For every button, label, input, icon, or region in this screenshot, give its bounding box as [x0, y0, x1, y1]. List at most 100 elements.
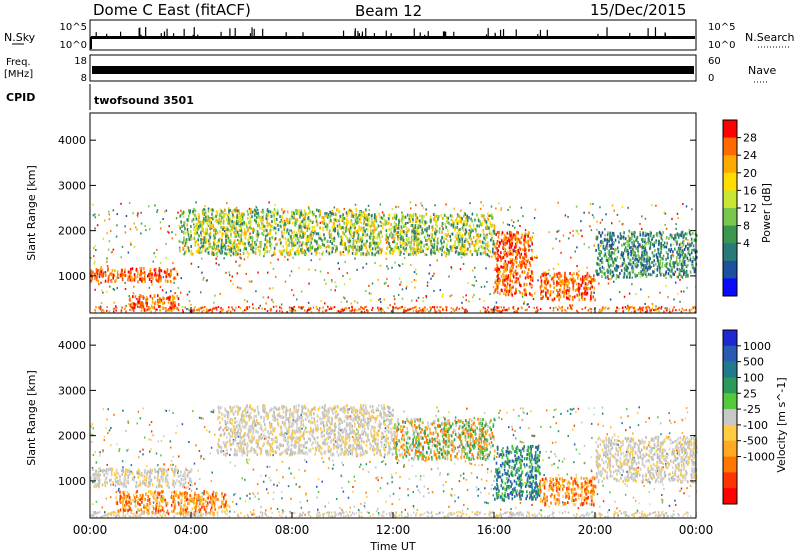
- echo-cell: [372, 228, 375, 232]
- echo-cell: [215, 257, 217, 260]
- echo-cell: [282, 221, 285, 225]
- echo-cell: [243, 309, 246, 312]
- echo-cell: [507, 236, 510, 240]
- echo-cell: [572, 280, 575, 284]
- echo-cell: [531, 242, 534, 246]
- echo-cell: [609, 232, 611, 236]
- echo-cell: [164, 306, 166, 309]
- echo-cell: [664, 223, 666, 226]
- echo-cell: [463, 220, 465, 224]
- echo-cell: [525, 263, 528, 266]
- echo-cell: [425, 296, 428, 299]
- echo-cell: [348, 230, 351, 234]
- echo-cell: [593, 291, 595, 294]
- echo-cell: [373, 224, 376, 228]
- echo-cell: [479, 233, 482, 237]
- echo-cell: [420, 245, 422, 249]
- echo-cell: [235, 250, 238, 253]
- echo-cell: [338, 210, 341, 214]
- echo-cell: [607, 277, 610, 280]
- echo-cell: [116, 224, 118, 227]
- echo-cell: [414, 231, 416, 235]
- echo-cell: [175, 217, 178, 220]
- echo-cell: [174, 233, 177, 236]
- echo-cell: [412, 252, 415, 256]
- echo-cell: [368, 247, 371, 251]
- echo-cell: [324, 225, 327, 229]
- echo-cell: [379, 307, 382, 310]
- echo-cell: [454, 243, 456, 247]
- echo-cell: [359, 245, 362, 249]
- echo-cell: [581, 235, 583, 238]
- echo-cell: [637, 249, 639, 253]
- echo-cell: [450, 294, 453, 297]
- echo-cell: [414, 220, 417, 224]
- echo-cell: [521, 233, 524, 237]
- echo-cell: [495, 285, 498, 289]
- echo-cell: [521, 264, 523, 268]
- echo-cell: [371, 214, 373, 218]
- echo-cell: [205, 231, 207, 235]
- echo-cell: [358, 239, 361, 243]
- echo-cell: [372, 239, 374, 243]
- echo-cell: [616, 306, 618, 309]
- echo-cell: [298, 267, 300, 270]
- echo-cell: [480, 201, 482, 204]
- echo-cell: [385, 221, 388, 225]
- echo-cell: [229, 229, 231, 233]
- echo-cell: [429, 219, 431, 223]
- echo-cell: [339, 311, 341, 314]
- echo-cell: [633, 307, 635, 310]
- echo-cell: [487, 244, 490, 248]
- echo-cell: [527, 241, 529, 245]
- echo-cell: [609, 298, 612, 301]
- echo-cell: [143, 277, 146, 281]
- echo-cell: [415, 279, 417, 282]
- echo-cell: [290, 235, 292, 239]
- echo-cell: [415, 308, 418, 311]
- echo-cell: [301, 241, 304, 245]
- echo-cell: [689, 253, 691, 257]
- echo-cell: [151, 273, 153, 277]
- echo-cell: [589, 287, 591, 291]
- echo-cell: [520, 252, 523, 256]
- echo-cell: [655, 253, 658, 257]
- echo-cell: [184, 227, 186, 231]
- echo-cell: [156, 273, 158, 277]
- echo-cell: [335, 213, 338, 217]
- echo-cell: [686, 286, 688, 289]
- echo-cell: [189, 309, 191, 312]
- echo-cell: [607, 282, 610, 285]
- echo-cell: [393, 249, 395, 253]
- echo-cell: [673, 273, 676, 277]
- echo-cell: [112, 307, 115, 310]
- echo-cell: [180, 209, 182, 212]
- echo-cell: [460, 209, 462, 212]
- echo-cell: [608, 265, 611, 269]
- echo-cell: [649, 247, 651, 251]
- echo-cell: [224, 208, 226, 212]
- echo-cell: [344, 260, 346, 263]
- echo-cell: [221, 249, 224, 253]
- echo-cell: [252, 230, 254, 234]
- echo-cell: [203, 218, 205, 222]
- echo-cell: [683, 270, 685, 274]
- echo-cell: [106, 306, 108, 309]
- echo-cell: [476, 224, 478, 228]
- echo-cell: [404, 245, 407, 249]
- echo-cell: [248, 207, 251, 210]
- echo-cell: [662, 244, 664, 247]
- echo-cell: [624, 268, 626, 272]
- echo-cell: [93, 260, 96, 263]
- echo-cell: [448, 275, 450, 278]
- echo-cell: [496, 248, 499, 252]
- echo-cell: [627, 240, 630, 244]
- echo-cell: [414, 225, 417, 229]
- echo-cell: [206, 247, 208, 250]
- echo-cell: [371, 247, 374, 251]
- echo-cell: [495, 301, 498, 304]
- echo-cell: [406, 229, 409, 233]
- echo-cell: [372, 223, 374, 227]
- echo-cell: [536, 311, 538, 314]
- echo-cell: [528, 248, 530, 252]
